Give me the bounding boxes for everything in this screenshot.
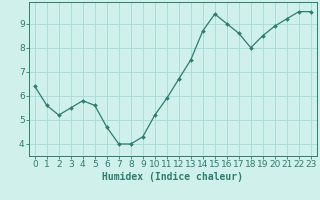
X-axis label: Humidex (Indice chaleur): Humidex (Indice chaleur) — [102, 172, 243, 182]
